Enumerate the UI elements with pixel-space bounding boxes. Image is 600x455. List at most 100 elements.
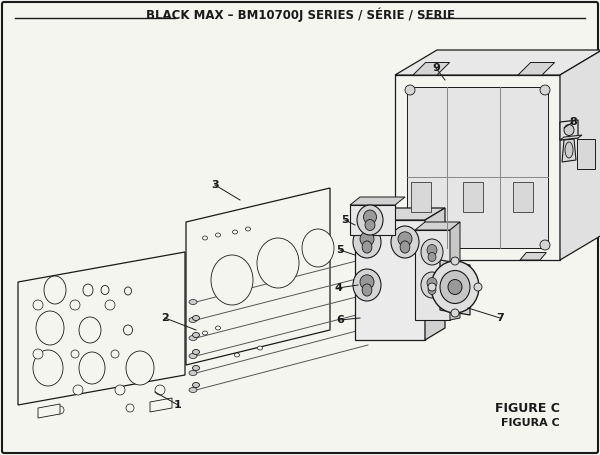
Ellipse shape — [405, 240, 415, 250]
Polygon shape — [562, 139, 576, 162]
Polygon shape — [355, 208, 445, 220]
Polygon shape — [186, 188, 330, 365]
Ellipse shape — [79, 317, 101, 343]
Ellipse shape — [33, 300, 43, 310]
Text: 3: 3 — [211, 180, 219, 190]
Text: 5: 5 — [341, 215, 349, 225]
Ellipse shape — [101, 285, 109, 294]
Polygon shape — [395, 75, 560, 260]
Ellipse shape — [70, 300, 80, 310]
Ellipse shape — [302, 229, 334, 267]
Ellipse shape — [245, 227, 251, 231]
Ellipse shape — [105, 300, 115, 310]
Ellipse shape — [44, 276, 66, 304]
Ellipse shape — [451, 309, 459, 317]
Ellipse shape — [203, 236, 208, 240]
Ellipse shape — [448, 279, 462, 294]
Ellipse shape — [203, 331, 208, 335]
Text: BLACK MAX – BM10700J SERIES / SÉRIE / SERIE: BLACK MAX – BM10700J SERIES / SÉRIE / SE… — [146, 8, 455, 22]
Text: FIGURA C: FIGURA C — [501, 418, 560, 428]
Ellipse shape — [540, 240, 550, 250]
Polygon shape — [415, 222, 460, 230]
Ellipse shape — [428, 253, 436, 262]
Bar — [513, 182, 533, 212]
Polygon shape — [355, 220, 425, 340]
Ellipse shape — [126, 351, 154, 385]
Ellipse shape — [428, 283, 436, 291]
Ellipse shape — [391, 226, 419, 258]
Ellipse shape — [111, 350, 119, 358]
Ellipse shape — [193, 383, 199, 388]
Ellipse shape — [189, 318, 197, 323]
Polygon shape — [450, 222, 460, 320]
Ellipse shape — [189, 299, 197, 304]
Ellipse shape — [565, 142, 573, 158]
Ellipse shape — [398, 232, 412, 246]
Ellipse shape — [364, 210, 377, 224]
Ellipse shape — [427, 278, 437, 288]
Bar — [411, 182, 431, 212]
Text: 4: 4 — [334, 283, 342, 293]
Ellipse shape — [353, 226, 381, 258]
Ellipse shape — [215, 326, 221, 330]
Ellipse shape — [56, 406, 64, 414]
Text: 2: 2 — [161, 313, 169, 323]
Ellipse shape — [115, 385, 125, 395]
Ellipse shape — [189, 354, 197, 359]
Ellipse shape — [431, 261, 479, 313]
Ellipse shape — [71, 350, 79, 358]
Text: 9: 9 — [432, 63, 440, 73]
Polygon shape — [560, 135, 582, 140]
Ellipse shape — [540, 85, 550, 95]
Ellipse shape — [189, 335, 197, 340]
Ellipse shape — [257, 238, 299, 288]
Bar — [577, 139, 595, 169]
Polygon shape — [407, 87, 548, 248]
Ellipse shape — [405, 85, 415, 95]
Polygon shape — [440, 260, 470, 315]
Polygon shape — [395, 50, 600, 75]
Text: FIGURE C: FIGURE C — [495, 402, 560, 415]
Ellipse shape — [126, 404, 134, 412]
Ellipse shape — [36, 311, 64, 345]
Ellipse shape — [451, 257, 459, 265]
Ellipse shape — [189, 370, 197, 375]
Polygon shape — [560, 120, 578, 140]
Polygon shape — [415, 230, 450, 320]
Text: 7: 7 — [496, 313, 504, 323]
Ellipse shape — [233, 230, 238, 234]
Text: 6: 6 — [336, 315, 344, 325]
Ellipse shape — [73, 385, 83, 395]
Polygon shape — [425, 208, 445, 340]
Ellipse shape — [421, 239, 443, 265]
Polygon shape — [150, 398, 172, 412]
Ellipse shape — [362, 284, 372, 296]
Polygon shape — [520, 253, 546, 260]
Ellipse shape — [189, 388, 197, 393]
Polygon shape — [350, 197, 405, 205]
Ellipse shape — [83, 284, 93, 296]
Ellipse shape — [564, 125, 574, 136]
Ellipse shape — [474, 283, 482, 291]
Ellipse shape — [360, 232, 374, 246]
Ellipse shape — [193, 349, 199, 354]
Text: 8: 8 — [569, 117, 577, 127]
Ellipse shape — [353, 269, 381, 301]
Ellipse shape — [193, 315, 199, 320]
Polygon shape — [518, 62, 554, 75]
Text: 1: 1 — [174, 400, 182, 410]
Ellipse shape — [440, 271, 470, 303]
Polygon shape — [560, 50, 600, 260]
Polygon shape — [350, 205, 395, 235]
Ellipse shape — [155, 385, 165, 395]
Ellipse shape — [125, 287, 131, 295]
Ellipse shape — [193, 365, 199, 370]
Ellipse shape — [33, 350, 63, 386]
Ellipse shape — [365, 219, 375, 231]
Ellipse shape — [400, 241, 410, 253]
Ellipse shape — [362, 241, 372, 253]
Ellipse shape — [211, 255, 253, 305]
Polygon shape — [18, 252, 185, 405]
Ellipse shape — [421, 272, 443, 298]
Polygon shape — [413, 62, 449, 75]
